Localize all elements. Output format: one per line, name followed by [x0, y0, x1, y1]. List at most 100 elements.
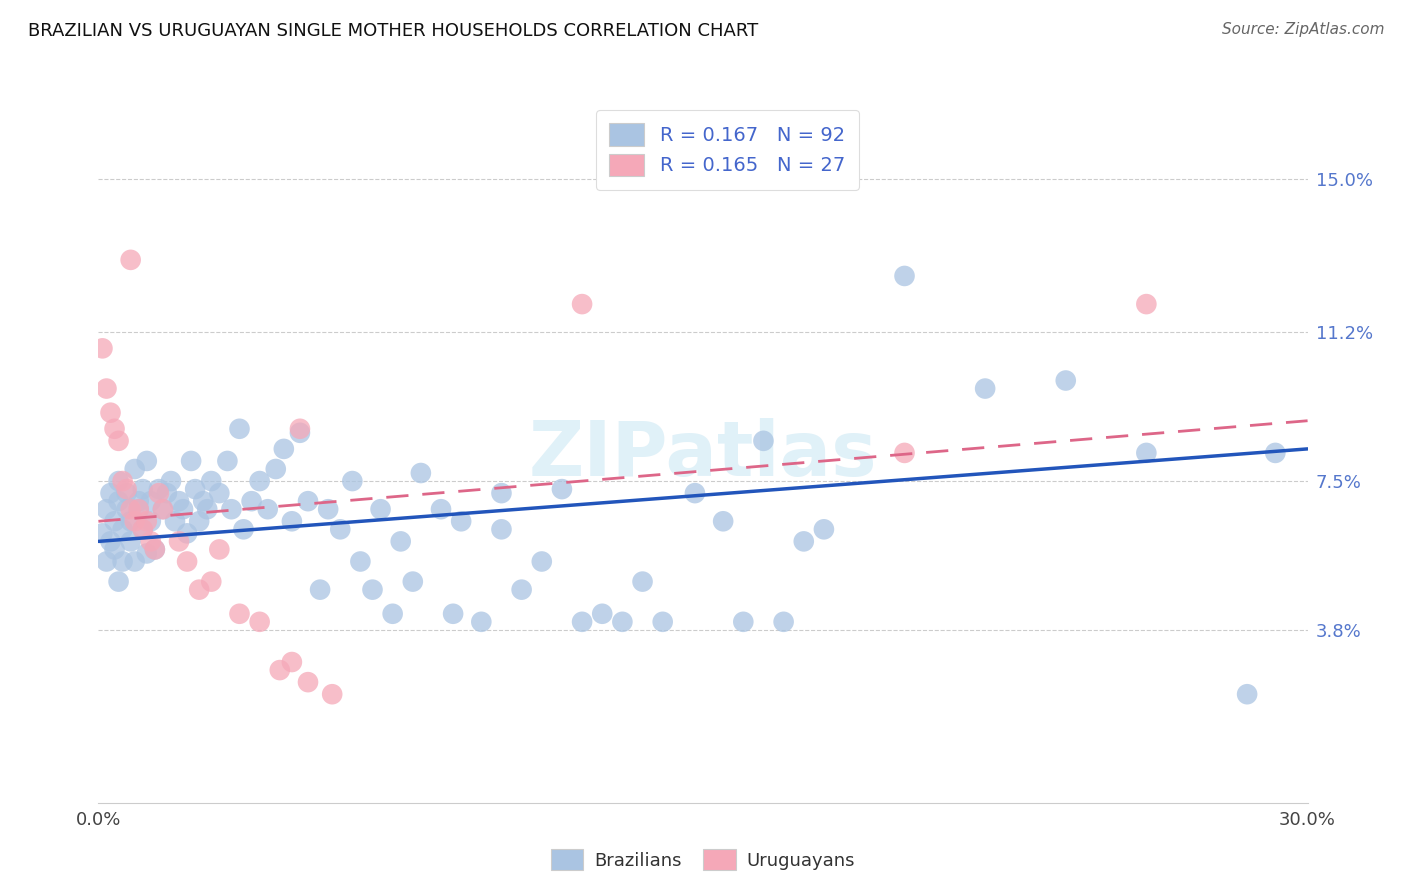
- Point: [120, 252, 142, 267]
- Point: [132, 482, 155, 496]
- Point: [510, 582, 533, 597]
- Point: [381, 607, 404, 621]
- Point: [96, 382, 118, 396]
- Point: [176, 526, 198, 541]
- Point: [491, 522, 513, 536]
- Point: [631, 574, 654, 589]
- Point: [208, 542, 231, 557]
- Point: [128, 502, 150, 516]
- Point: [711, 514, 734, 528]
- Point: [111, 474, 134, 488]
- Point: [103, 542, 125, 557]
- Point: [107, 474, 129, 488]
- Point: [321, 687, 343, 701]
- Y-axis label: Single Mother Households: Single Mother Households: [0, 337, 8, 573]
- Point: [167, 534, 190, 549]
- Point: [217, 454, 239, 468]
- Point: [132, 522, 155, 536]
- Point: [156, 486, 179, 500]
- Point: [91, 342, 114, 356]
- Point: [120, 534, 142, 549]
- Point: [281, 514, 304, 528]
- Point: [120, 502, 142, 516]
- Point: [163, 514, 186, 528]
- Point: [530, 554, 553, 568]
- Point: [152, 502, 174, 516]
- Point: [148, 482, 170, 496]
- Point: [1135, 297, 1157, 311]
- Point: [281, 655, 304, 669]
- Point: [733, 615, 755, 629]
- Point: [167, 494, 190, 508]
- Point: [1236, 687, 1258, 701]
- Point: [288, 422, 311, 436]
- Text: BRAZILIAN VS URUGUAYAN SINGLE MOTHER HOUSEHOLDS CORRELATION CHART: BRAZILIAN VS URUGUAYAN SINGLE MOTHER HOU…: [28, 22, 758, 40]
- Point: [103, 514, 125, 528]
- Point: [264, 462, 287, 476]
- Point: [450, 514, 472, 528]
- Point: [342, 474, 364, 488]
- Point: [470, 615, 492, 629]
- Point: [200, 474, 222, 488]
- Point: [91, 526, 114, 541]
- Point: [107, 494, 129, 508]
- Point: [100, 534, 122, 549]
- Text: Source: ZipAtlas.com: Source: ZipAtlas.com: [1222, 22, 1385, 37]
- Point: [273, 442, 295, 456]
- Point: [124, 554, 146, 568]
- Point: [180, 454, 202, 468]
- Point: [195, 502, 218, 516]
- Point: [103, 422, 125, 436]
- Point: [491, 486, 513, 500]
- Point: [124, 514, 146, 528]
- Point: [100, 486, 122, 500]
- Point: [135, 514, 157, 528]
- Point: [100, 406, 122, 420]
- Point: [111, 554, 134, 568]
- Point: [188, 514, 211, 528]
- Point: [288, 425, 311, 440]
- Point: [200, 574, 222, 589]
- Point: [228, 422, 250, 436]
- Point: [184, 482, 207, 496]
- Point: [683, 486, 706, 500]
- Point: [135, 546, 157, 560]
- Point: [143, 542, 166, 557]
- Point: [1054, 374, 1077, 388]
- Point: [974, 382, 997, 396]
- Point: [772, 615, 794, 629]
- Point: [221, 502, 243, 516]
- Point: [349, 554, 371, 568]
- Point: [148, 486, 170, 500]
- Point: [893, 446, 915, 460]
- Point: [139, 534, 162, 549]
- Point: [249, 474, 271, 488]
- Point: [402, 574, 425, 589]
- Point: [249, 615, 271, 629]
- Point: [370, 502, 392, 516]
- Point: [135, 454, 157, 468]
- Point: [143, 542, 166, 557]
- Point: [228, 607, 250, 621]
- Point: [152, 502, 174, 516]
- Point: [176, 554, 198, 568]
- Point: [309, 582, 332, 597]
- Point: [316, 502, 339, 516]
- Point: [128, 494, 150, 508]
- Point: [208, 486, 231, 500]
- Point: [256, 502, 278, 516]
- Point: [571, 297, 593, 311]
- Point: [115, 482, 138, 496]
- Point: [193, 494, 215, 508]
- Point: [813, 522, 835, 536]
- Point: [132, 522, 155, 536]
- Point: [409, 466, 432, 480]
- Point: [115, 486, 138, 500]
- Point: [893, 268, 915, 283]
- Point: [240, 494, 263, 508]
- Point: [551, 482, 574, 496]
- Point: [115, 502, 138, 516]
- Point: [389, 534, 412, 549]
- Point: [297, 494, 319, 508]
- Point: [188, 582, 211, 597]
